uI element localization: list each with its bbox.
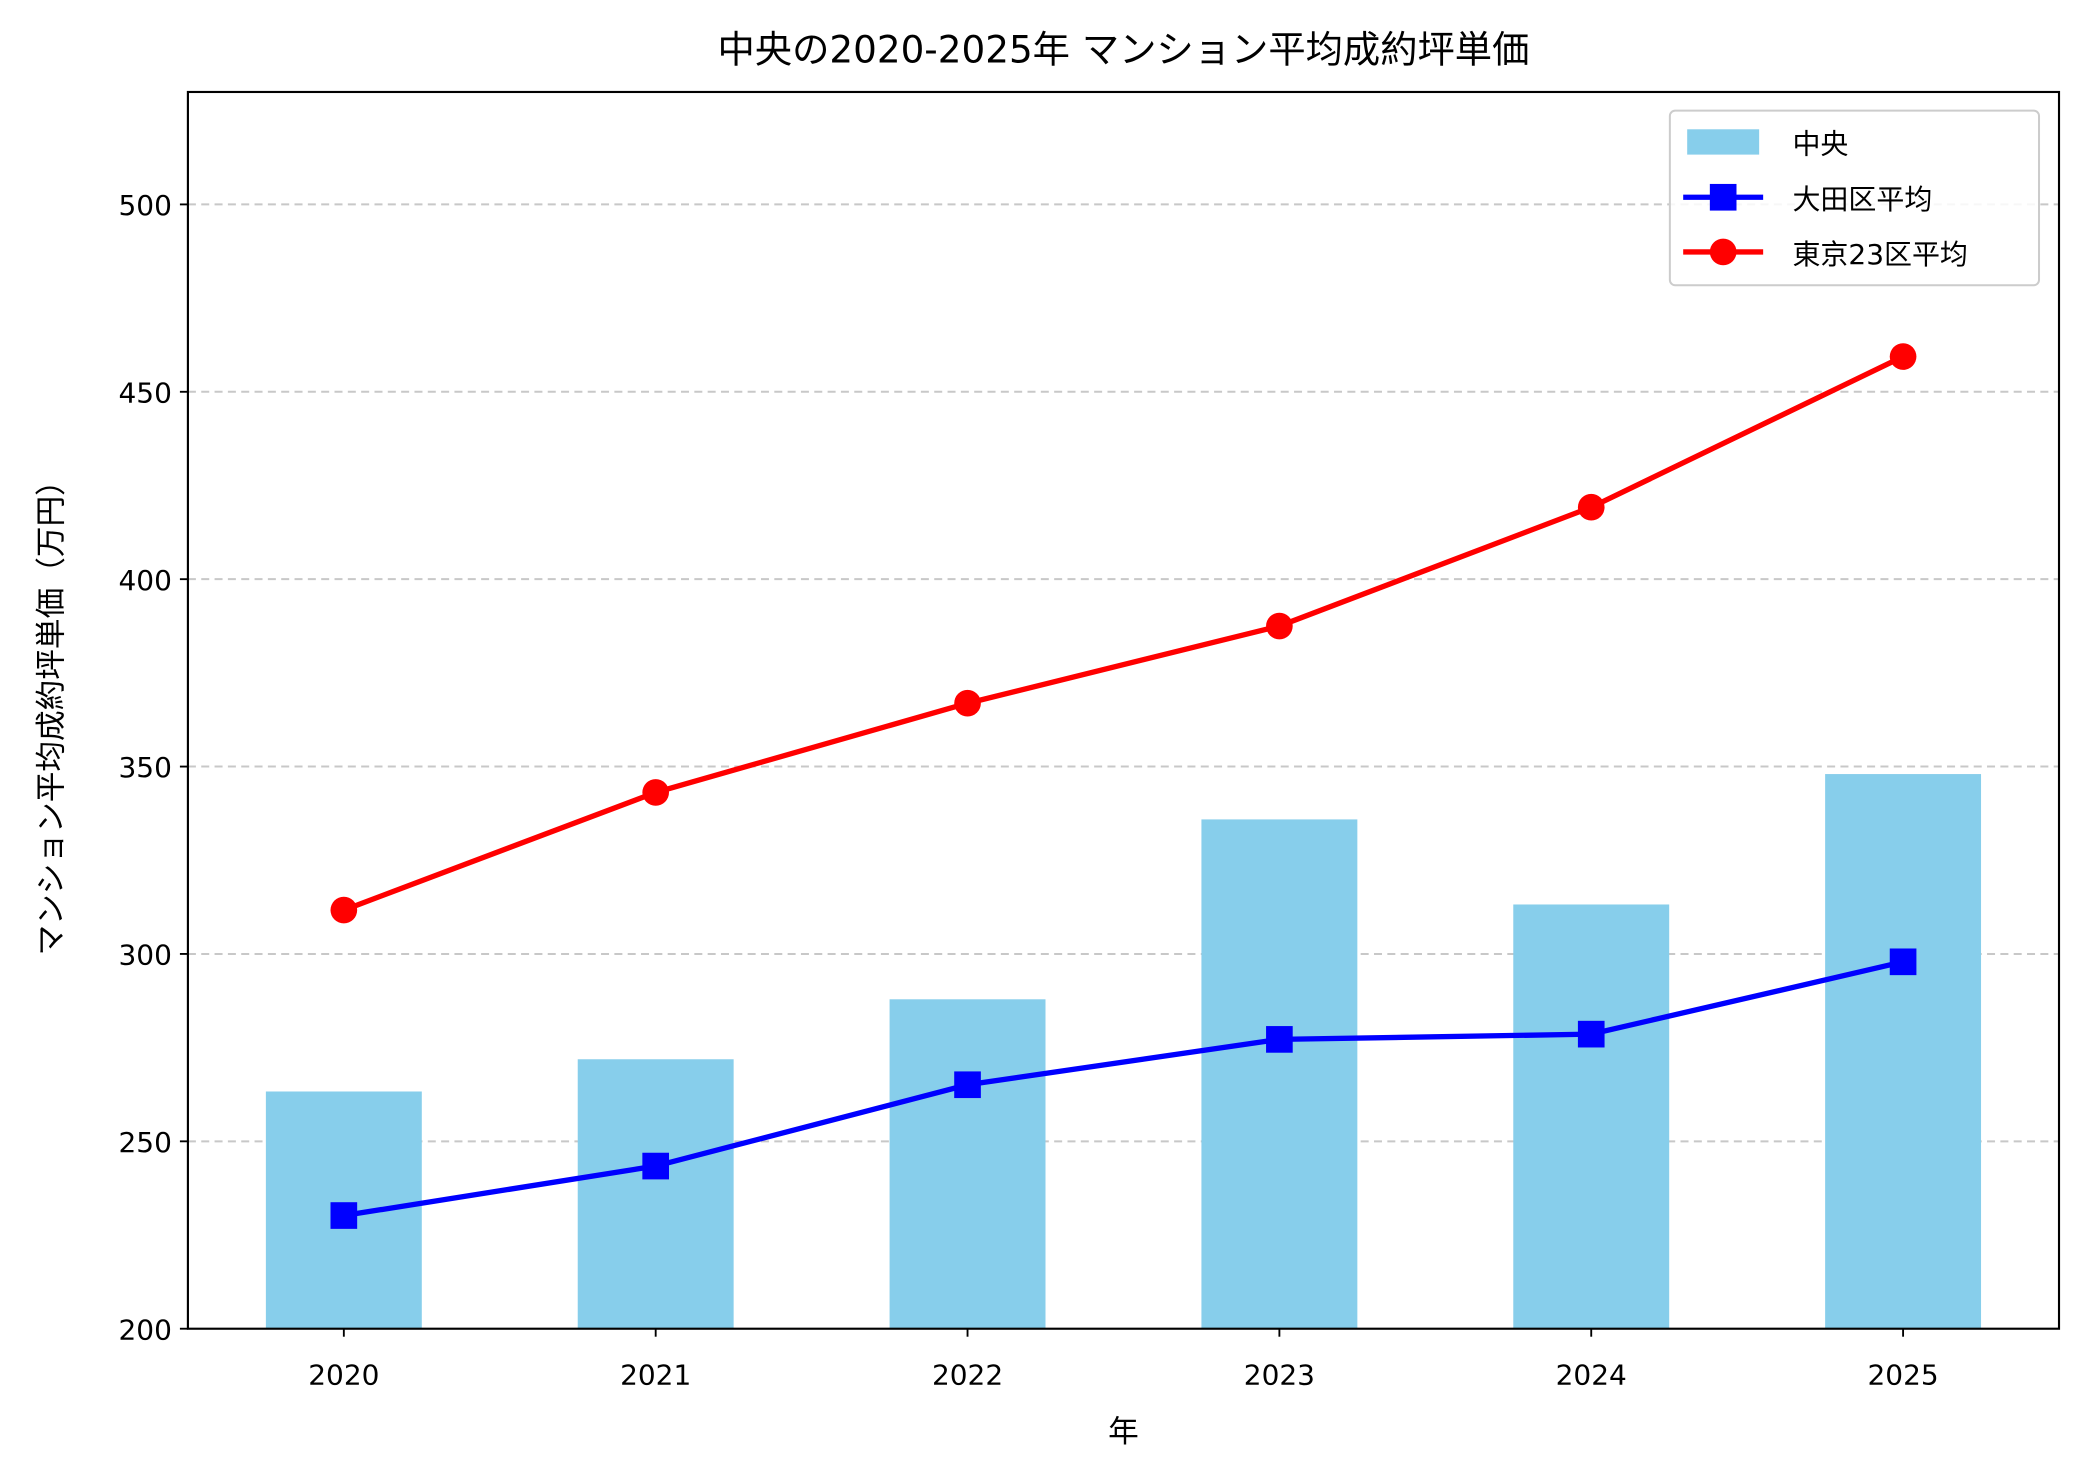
x-tick-label: 2020 [308,1359,379,1392]
x-ticks: 2020 2021 2022 2023 2024 2025 [308,1328,1939,1392]
legend-label-1: 大田区平均 [1792,183,1932,216]
point-square-2024 [1577,1020,1605,1048]
y-tick-label: 250 [119,1126,172,1159]
x-tick-label: 2024 [1556,1359,1627,1392]
point-square-2025 [1889,948,1917,976]
y-tick-label: 450 [119,376,172,409]
legend-frame [1668,109,2041,287]
point-circle-2024 [1577,493,1605,521]
point-circle-2023 [1266,612,1293,640]
point-circle-2021 [642,779,670,806]
y-axis-label: マンション平均成約坪単価（万円） [34,465,69,955]
y-tick-label: 350 [119,751,172,784]
bar-2021 [577,1059,734,1329]
legend-label-2: 東京23区平均 [1792,238,1967,271]
point-circle-2022 [954,689,981,717]
y-ticks: 200 250 300 350 400 450 500 [119,189,188,1346]
legend: 中央 大田区平均 東京23区平均 [1668,109,2041,287]
point-square-2023 [1266,1026,1293,1053]
legend-label-0: 中央 [1792,127,1848,160]
y-tick-label: 200 [119,1313,172,1346]
point-square-2020 [330,1202,358,1229]
y-tick-label: 300 [119,939,172,972]
y-tick-label: 500 [119,189,172,222]
y-tick-label: 400 [119,564,172,597]
legend-marker-square [1709,183,1737,211]
plot-frame [186,90,2061,1330]
point-circle-2025 [1889,343,1917,370]
bar-2025 [1825,774,1982,1329]
bar-2024 [1513,904,1670,1329]
x-tick-label: 2022 [932,1359,1003,1392]
x-tick-label: 2021 [620,1359,691,1392]
chart-title: 中央の2020-2025年 マンション平均成約坪単価 [718,28,1530,72]
bars [265,774,1982,1329]
legend-swatch-bar [1687,129,1760,155]
series-line-1 [343,959,1904,1219]
bar-2023 [1201,819,1358,1329]
x-axis-label: 年 [1108,1415,1139,1450]
x-tick-label: 2025 [1867,1359,1938,1392]
point-square-2022 [954,1071,981,1099]
x-tick-label: 2023 [1244,1359,1315,1392]
point-circle-2020 [330,896,358,924]
legend-marker-circle [1709,238,1737,266]
grid [187,203,2060,1143]
point-square-2021 [642,1152,670,1180]
series-line-2 [342,354,1905,913]
bar-2022 [889,999,1046,1329]
lines [330,343,1917,1229]
